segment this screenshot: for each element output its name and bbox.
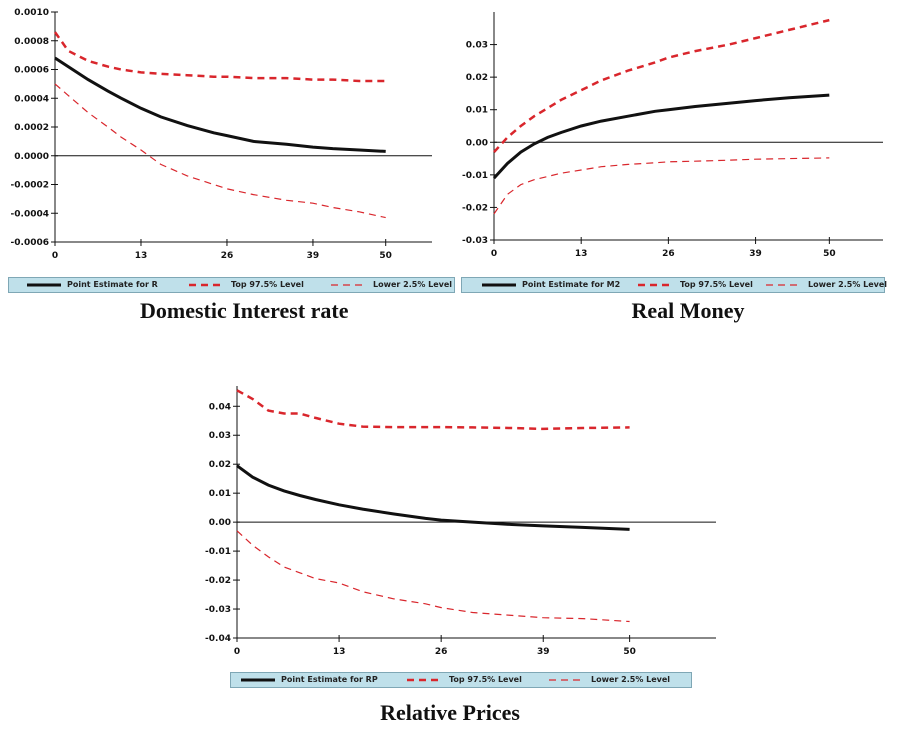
x-tick-label: 0 [234,647,240,657]
x-tick-label: 39 [307,251,320,261]
y-tick-label: 0.01 [209,489,231,499]
chart-panel-1: 0.0010 0.0008 0.0006 0.0004 0.0002 0.0000 -0.0… [0,0,455,330]
series-top-975 [53,31,386,83]
y-tick-label: -0.03 [205,605,231,615]
y-tick-label: -0.04 [205,634,231,644]
y-tick-label: -0.0004 [11,209,49,219]
legend-item-top: Top 97.5% Level [638,280,753,289]
y-tick-label: -0.0002 [11,181,49,191]
legend-item-top: Top 97.5% Level [189,280,304,289]
chart-caption-3: Relative Prices [380,700,520,725]
y-tick-label: 0.01 [466,106,488,116]
y-tick-label: 0.00 [209,518,231,528]
x-tick-label: 13 [333,647,346,657]
y-tick-label: 0.03 [209,431,231,441]
x-tick-label: 39 [749,249,762,259]
y-tick-label: 0.0010 [14,8,49,18]
legend-item-point: Point Estimate for R [27,280,158,289]
x-tick-label: 13 [575,249,588,259]
y-tick-label: 0.02 [209,460,231,470]
y-tick-label: -0.01 [462,171,488,181]
y-tick-label: -0.03 [462,236,488,246]
chart-caption-2: Real Money [631,298,745,323]
y-tick-label: -0.02 [462,203,488,213]
x-tick-label: 26 [662,249,675,259]
y-tick-label: 0.03 [466,41,488,51]
x-tick-label: 0 [52,251,58,261]
y-tick-label: -0.0006 [11,238,49,248]
legend-3: Point Estimate for RP Top 97.5% Level Lo… [230,672,692,688]
series-top-975 [493,18,830,153]
chart-panel-3: 0.04 0.03 0.02 0.01 0.00 -0.01 -0.02 -0.03 -0.04… [180,378,720,737]
legend-1: Point Estimate for R Top 97.5% Level Low… [8,277,455,293]
legend-item-lower: Lower 2.5% Level [549,675,671,684]
x-tick-label: 50 [823,249,836,259]
series-lower-25 [236,530,630,623]
legend-item-lower: Lower 2.5% Level [766,280,888,289]
series-point-estimate [236,464,630,531]
x-tick-label: 26 [435,647,448,657]
x-tick-label: 0 [491,249,497,259]
x-tick-label: 39 [537,647,550,657]
legend-2: Point Estimate for M2 Top 97.5% Level Lo… [461,277,888,293]
series-top-975 [236,389,630,431]
y-tick-label: 0.00 [466,138,488,148]
legend-item-lower: Lower 2.5% Level [331,280,453,289]
y-tick-label: 0.0008 [14,37,49,47]
y-tick-label: 0.0004 [14,94,49,104]
y-tick-label: 0.0002 [14,123,49,133]
x-tick-label: 26 [221,251,234,261]
y-tick-label: -0.02 [205,576,231,586]
chart-caption-1: Domestic Interest rate [140,298,349,323]
y-tick-label: 0.0000 [14,152,49,162]
chart-panel-2: 0.03 0.02 0.01 0.00 -0.01 -0.02 -0.03 0 13 26 39 50… [448,0,898,330]
y-tick-label: -0.01 [205,547,231,557]
y-tick-label: 0.02 [466,73,488,83]
x-tick-label: 50 [623,647,636,657]
series-point-estimate [492,93,830,180]
x-tick-label: 13 [135,251,148,261]
series-lower-25 [493,157,830,215]
legend-item-point: Point Estimate for M2 [482,280,621,289]
legend-item-top: Top 97.5% Level [407,675,522,684]
chart-svg-3: 0.04 0.03 0.02 0.01 0.00 -0.01 -0.02 -0.03 -0.04… [205,386,716,657]
y-tick-label: 0.04 [209,402,231,412]
y-tick-label: 0.0006 [14,66,49,76]
x-tick-label: 50 [379,251,392,261]
legend-item-point: Point Estimate for RP [241,675,378,684]
series-point-estimate [54,56,386,153]
chart-svg-1: 0.0010 0.0008 0.0006 0.0004 0.0002 0.0000 -0.0… [11,8,432,261]
chart-svg-2: 0.03 0.02 0.01 0.00 -0.01 -0.02 -0.030 13 26 39 50 [462,12,883,259]
series-lower-25 [54,83,386,219]
